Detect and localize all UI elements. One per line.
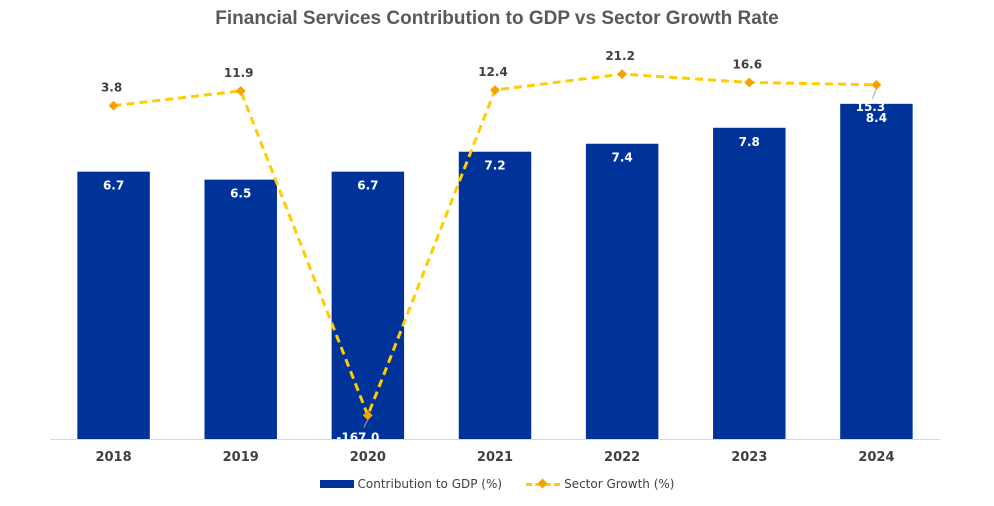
legend-swatch-bar [319, 480, 354, 488]
bar-label-2018: 6.7 [103, 179, 124, 193]
x-tick-label-2022: 2022 [604, 450, 640, 465]
legend-item-growth: Sector Growth (%) [526, 477, 674, 491]
bar-series: 6.7 6.5 6.7 7.2 7.4 7.8 8.4 [77, 103, 913, 440]
growth-marker-2020 [362, 410, 373, 421]
legend: Contribution to GDP (%) Sector Growth (%… [0, 477, 994, 491]
x-axis: 2018 2019 2020 2021 2022 2023 2024 [50, 439, 940, 465]
bar-2019 [204, 179, 277, 439]
bar-label-2022: 7.4 [612, 151, 633, 165]
x-tick-label-2018: 2018 [95, 450, 131, 465]
bar-label-2019: 6.5 [230, 187, 251, 201]
growth-marker-2022 [617, 69, 628, 80]
legend-item-contribution: Contribution to GDP (%) [319, 477, 503, 491]
growth-label-2021: 12.4 [478, 65, 508, 79]
growth-label-2022: 21.2 [605, 49, 635, 63]
line-series: 3.8 11.9 -167.0 12.4 21.2 16.6 15.3 [101, 49, 885, 444]
growth-marker-2021 [490, 85, 500, 96]
x-tick-label-2020: 2020 [350, 450, 386, 465]
bar-2021 [458, 151, 532, 439]
x-tick-label-2023: 2023 [731, 450, 767, 465]
bar-2024 [840, 103, 913, 439]
growth-marker-2018 [108, 100, 119, 111]
growth-marker-2024 [871, 79, 882, 90]
growth-leader-2020 [363, 419, 369, 428]
growth-label-2019: 11.9 [224, 66, 254, 80]
growth-label-2018: 3.8 [101, 81, 122, 95]
legend-label-contribution: Contribution to GDP (%) [357, 477, 503, 491]
x-tick-label-2021: 2021 [477, 450, 513, 465]
legend-label-growth: Sector Growth (%) [564, 477, 675, 491]
growth-label-2023: 16.6 [732, 57, 762, 71]
growth-marker-2023 [744, 77, 755, 88]
bar-2020 [331, 171, 405, 440]
growth-leader-2024 [871, 88, 877, 99]
bar-2022 [585, 143, 659, 440]
growth-label-2020: -167.0 [336, 430, 379, 444]
bar-label-2020: 6.7 [357, 179, 378, 193]
bar-label-2024: 8.4 [866, 111, 887, 125]
x-tick-label-2024: 2024 [858, 450, 894, 465]
bar-2018 [77, 171, 150, 440]
x-tick-label-2019: 2019 [223, 450, 259, 465]
bar-2023 [713, 127, 786, 439]
growth-label-2024: 15.3 [856, 100, 886, 114]
bar-label-2023: 7.8 [739, 135, 760, 149]
bar-label-2021: 7.2 [484, 159, 505, 173]
growth-marker-2019 [235, 86, 246, 96]
chart-title: Financial Services Contribution to GDP v… [215, 8, 779, 29]
legend-swatch-line [526, 479, 561, 489]
chart-plot-area: 6.76.56.77.27.47.88.4 2018 2019 2020 2021 20… [50, 49, 940, 465]
